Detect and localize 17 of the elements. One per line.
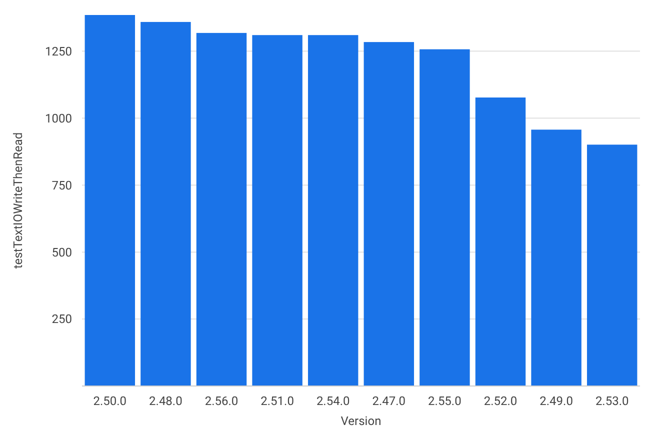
x-tick-label: 2.53.0 xyxy=(595,394,630,408)
y-tick-label: 250 xyxy=(52,312,72,326)
y-tick-label: 1000 xyxy=(45,111,72,126)
y-tick-label: 500 xyxy=(52,245,72,260)
y-axis-title: testTextIOWriteThenRead xyxy=(11,132,25,269)
y-tick-label: 1250 xyxy=(45,44,72,58)
x-axis-title: Version xyxy=(340,414,382,428)
x-tick-label: 2.52.0 xyxy=(484,394,518,408)
x-tick-label: 2.55.0 xyxy=(428,394,462,408)
x-tick-label: 2.51.0 xyxy=(260,394,294,408)
x-tick-label: 2.50.0 xyxy=(93,394,127,408)
x-tick-label: 2.56.0 xyxy=(204,394,238,408)
x-tick-label: 2.54.0 xyxy=(316,394,350,408)
x-tick-label: 2.48.0 xyxy=(149,394,183,408)
y-tick-label: 750 xyxy=(52,178,72,192)
x-tick-label: 2.49.0 xyxy=(540,394,574,408)
x-tick-label: 2.47.0 xyxy=(372,394,406,408)
